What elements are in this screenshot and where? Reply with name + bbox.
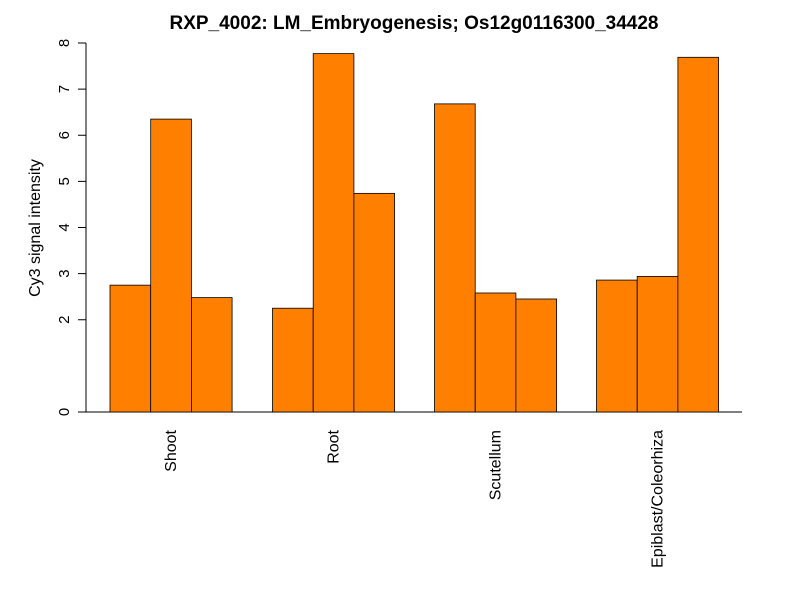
bar — [474, 292, 517, 413]
bar — [636, 275, 679, 413]
bar — [272, 307, 314, 413]
category-label: Shoot — [163, 429, 180, 471]
bar — [515, 298, 558, 413]
category-label: Root — [326, 429, 343, 463]
category-labels: Shoot Root Scutellum Epiblast/Coleorhiza — [163, 429, 667, 568]
category-label: Scutellum — [488, 430, 505, 500]
bar — [353, 192, 395, 413]
y-axis-label: Cy3 signal intensity — [27, 159, 44, 297]
y-tick-label: 7 — [56, 85, 73, 93]
bar — [434, 103, 476, 413]
bar — [150, 118, 192, 413]
bar — [677, 56, 720, 413]
bars — [109, 53, 720, 413]
bar — [109, 284, 152, 413]
bar — [190, 297, 233, 413]
y-tick-label: 4 — [56, 223, 73, 231]
bar — [596, 279, 638, 413]
y-tick-label: 5 — [56, 177, 73, 185]
y-ticks: 0 2 3 4 5 6 7 8 — [56, 39, 86, 416]
y-tick-label: 2 — [56, 316, 73, 324]
y-tick-label: 0 — [56, 408, 73, 416]
chart-title: RXP_4002: LM_Embryogenesis; Os12g0116300… — [169, 13, 658, 34]
y-tick-label: 8 — [56, 39, 73, 47]
category-label: Epiblast/Coleorhiza — [650, 430, 667, 568]
bar — [312, 53, 355, 413]
y-tick-label: 3 — [56, 269, 73, 277]
y-tick-label: 6 — [56, 131, 73, 139]
